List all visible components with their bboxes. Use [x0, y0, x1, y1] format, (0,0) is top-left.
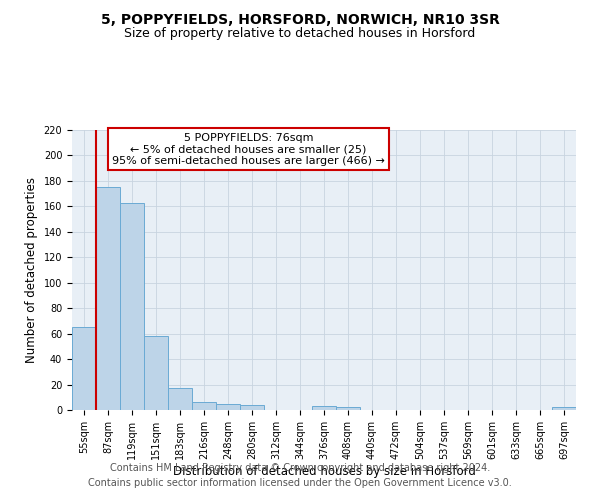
Text: Contains HM Land Registry data © Crown copyright and database right 2024.
Contai: Contains HM Land Registry data © Crown c…	[88, 462, 512, 487]
Bar	[216, 404, 240, 410]
X-axis label: Distribution of detached houses by size in Horsford: Distribution of detached houses by size …	[173, 464, 475, 477]
Text: 5 POPPYFIELDS: 76sqm
← 5% of detached houses are smaller (25)
95% of semi-detach: 5 POPPYFIELDS: 76sqm ← 5% of detached ho…	[112, 133, 385, 166]
Text: Size of property relative to detached houses in Horsford: Size of property relative to detached ho…	[124, 28, 476, 40]
Bar	[96, 188, 120, 410]
Bar	[192, 402, 216, 410]
Bar	[168, 388, 192, 410]
Bar	[120, 202, 144, 410]
Bar	[312, 406, 336, 410]
Text: 5, POPPYFIELDS, HORSFORD, NORWICH, NR10 3SR: 5, POPPYFIELDS, HORSFORD, NORWICH, NR10 …	[101, 12, 499, 26]
Bar	[144, 336, 168, 410]
Bar	[552, 408, 576, 410]
Bar	[72, 328, 96, 410]
Bar	[336, 408, 360, 410]
Y-axis label: Number of detached properties: Number of detached properties	[25, 177, 38, 363]
Bar	[240, 405, 264, 410]
